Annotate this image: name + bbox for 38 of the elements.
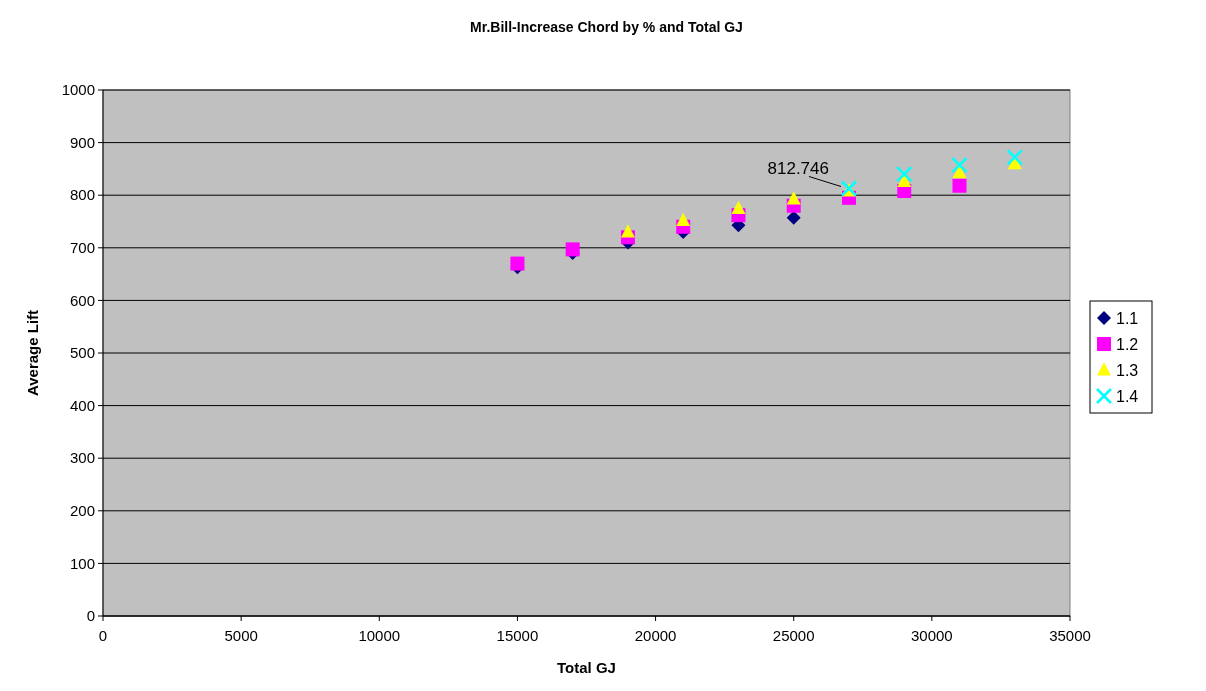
y-tick-label: 300 (69, 449, 95, 467)
point (895, 165, 913, 183)
x-tick-label: 20000 (634, 627, 677, 644)
point (620, 224, 635, 238)
point (676, 212, 691, 227)
y-tick-label: 0 (86, 607, 95, 625)
y-tick-label: 500 (69, 344, 95, 362)
x-tick-label: 10000 (358, 627, 401, 644)
point (731, 200, 746, 214)
point (951, 156, 968, 174)
point (786, 210, 801, 225)
legend-label: 1.2 (1116, 335, 1139, 353)
legend-label: 1.1 (1116, 309, 1139, 327)
legend-label: 1.3 (1116, 361, 1139, 379)
y-tick-label: 1000 (61, 81, 95, 99)
x-axis-title: Total GJ (557, 659, 616, 676)
x-tick-label: 35000 (1049, 627, 1091, 644)
y-tick-label: 600 (69, 291, 95, 309)
point (786, 191, 801, 205)
y-tick-label: 200 (69, 502, 95, 520)
x-tick-label: 25000 (772, 627, 815, 644)
annotation: 812.746 (767, 159, 829, 179)
y-tick-label: 800 (69, 186, 95, 204)
legend-label: 1.4 (1116, 387, 1139, 405)
y-axis-title: Average Lift (24, 309, 41, 397)
y-tick-label: 900 (69, 133, 95, 151)
point (952, 178, 967, 193)
y-tick-label: 100 (69, 554, 95, 572)
y-tick-label: 400 (69, 396, 95, 414)
x-tick-label: 30000 (911, 627, 953, 644)
x-tick-label: 15000 (496, 627, 539, 644)
point (565, 242, 580, 257)
x-tick-label: 0 (98, 627, 108, 644)
y-tick-label: 700 (69, 239, 95, 257)
x-tick-label: 5000 (224, 627, 258, 644)
point (510, 256, 525, 271)
chart-title: Mr.Bill-Increase Chord by % and Total GJ (470, 19, 743, 35)
point (1006, 149, 1023, 166)
